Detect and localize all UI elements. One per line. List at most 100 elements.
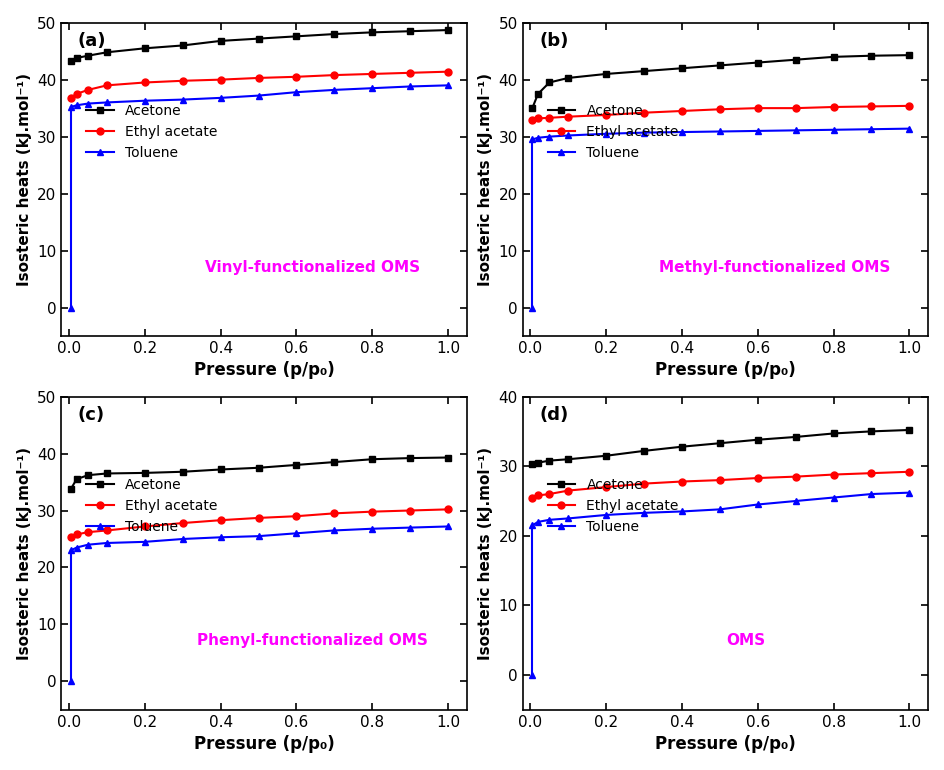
Acetone (789, 432, 801, 441)
Ethyl acetate (531, 490, 543, 500)
Acetone (902, 425, 914, 434)
Ethyl acetate (329, 71, 340, 80)
Line: Toluene: Toluene (67, 523, 451, 554)
Legend: Acetone, Ethyl acetate, Toluene: Acetone, Ethyl acetate, Toluene (541, 99, 683, 166)
Toluene (531, 517, 543, 527)
Legend: Acetone, Ethyl acetate, Toluene: Acetone, Ethyl acetate, Toluene (541, 473, 683, 540)
Line: Toluene: Toluene (529, 126, 912, 143)
Ethyl acetate (638, 108, 649, 117)
Toluene (531, 133, 543, 142)
Toluene (71, 101, 82, 110)
Acetone (139, 44, 150, 53)
Ethyl acetate (253, 73, 264, 82)
Toluene (177, 95, 188, 104)
Ethyl acetate (865, 468, 876, 477)
Ethyl acetate (827, 102, 838, 112)
Toluene (101, 98, 112, 107)
Ethyl acetate (82, 85, 93, 95)
Y-axis label: Isosteric heats (kJ.mol⁻¹): Isosteric heats (kJ.mol⁻¹) (478, 447, 493, 660)
Y-axis label: Isosteric heats (kJ.mol⁻¹): Isosteric heats (kJ.mol⁻¹) (17, 73, 32, 286)
Acetone (543, 78, 554, 87)
Ethyl acetate (404, 506, 415, 515)
Toluene (789, 126, 801, 135)
Ethyl acetate (101, 81, 112, 90)
Acetone (526, 103, 537, 112)
Line: Toluene: Toluene (529, 489, 912, 529)
Acetone (442, 453, 453, 462)
Acetone (101, 48, 112, 57)
Ethyl acetate (562, 112, 573, 122)
Ethyl acetate (177, 518, 188, 527)
Ethyl acetate (139, 78, 150, 87)
Ethyl acetate (600, 483, 612, 492)
Text: (d): (d) (538, 406, 567, 424)
Acetone (600, 69, 612, 79)
Acetone (865, 427, 876, 436)
Acetone (253, 463, 264, 472)
X-axis label: Pressure (p/p₀): Pressure (p/p₀) (654, 361, 795, 380)
Ethyl acetate (902, 467, 914, 477)
X-axis label: Pressure (p/p₀): Pressure (p/p₀) (654, 735, 795, 753)
Toluene (65, 102, 76, 112)
Acetone (71, 474, 82, 484)
Ethyl acetate (291, 72, 302, 82)
Text: Phenyl-functionalized OMS: Phenyl-functionalized OMS (197, 634, 428, 648)
Ethyl acetate (827, 470, 838, 479)
Ethyl acetate (71, 530, 82, 539)
Acetone (101, 469, 112, 478)
Text: (c): (c) (77, 406, 105, 424)
Acetone (65, 57, 76, 66)
Toluene (329, 85, 340, 95)
Ethyl acetate (865, 102, 876, 111)
Y-axis label: Isosteric heats (kJ.mol⁻¹): Isosteric heats (kJ.mol⁻¹) (17, 447, 32, 660)
Toluene (442, 522, 453, 531)
Ethyl acetate (71, 89, 82, 99)
Ethyl acetate (676, 477, 687, 486)
Acetone (65, 484, 76, 494)
Legend: Acetone, Ethyl acetate, Toluene: Acetone, Ethyl acetate, Toluene (80, 473, 223, 540)
Ethyl acetate (329, 509, 340, 518)
Toluene (139, 537, 150, 547)
Ethyl acetate (214, 516, 226, 525)
Line: Ethyl acetate: Ethyl acetate (67, 506, 451, 541)
Line: Ethyl acetate: Ethyl acetate (529, 468, 912, 501)
Toluene (291, 88, 302, 97)
Toluene (751, 126, 763, 136)
Acetone (329, 457, 340, 467)
Ethyl acetate (676, 106, 687, 115)
Toluene (827, 126, 838, 135)
Acetone (531, 89, 543, 99)
Ethyl acetate (253, 514, 264, 523)
Acetone (404, 27, 415, 36)
Ethyl acetate (789, 103, 801, 112)
Acetone (214, 465, 226, 474)
Toluene (82, 99, 93, 109)
X-axis label: Pressure (p/p₀): Pressure (p/p₀) (194, 361, 334, 380)
Ethyl acetate (714, 476, 725, 485)
Acetone (526, 460, 537, 469)
Acetone (177, 41, 188, 50)
Text: (b): (b) (538, 32, 568, 50)
Acetone (404, 454, 415, 463)
Toluene (600, 129, 612, 139)
Acetone (531, 458, 543, 467)
Toluene (214, 533, 226, 542)
Acetone (827, 52, 838, 62)
Toluene (366, 84, 378, 93)
Ethyl acetate (177, 76, 188, 85)
Acetone (177, 467, 188, 477)
Acetone (714, 61, 725, 70)
Toluene (676, 507, 687, 516)
Ethyl acetate (638, 479, 649, 488)
Ethyl acetate (366, 69, 378, 79)
Acetone (676, 64, 687, 73)
Acetone (827, 429, 838, 438)
X-axis label: Pressure (p/p₀): Pressure (p/p₀) (194, 735, 334, 753)
Text: (a): (a) (77, 32, 106, 50)
Line: Acetone: Acetone (529, 427, 912, 467)
Acetone (442, 25, 453, 35)
Toluene (139, 96, 150, 105)
Toluene (442, 81, 453, 90)
Toluene (562, 514, 573, 523)
Ethyl acetate (65, 533, 76, 542)
